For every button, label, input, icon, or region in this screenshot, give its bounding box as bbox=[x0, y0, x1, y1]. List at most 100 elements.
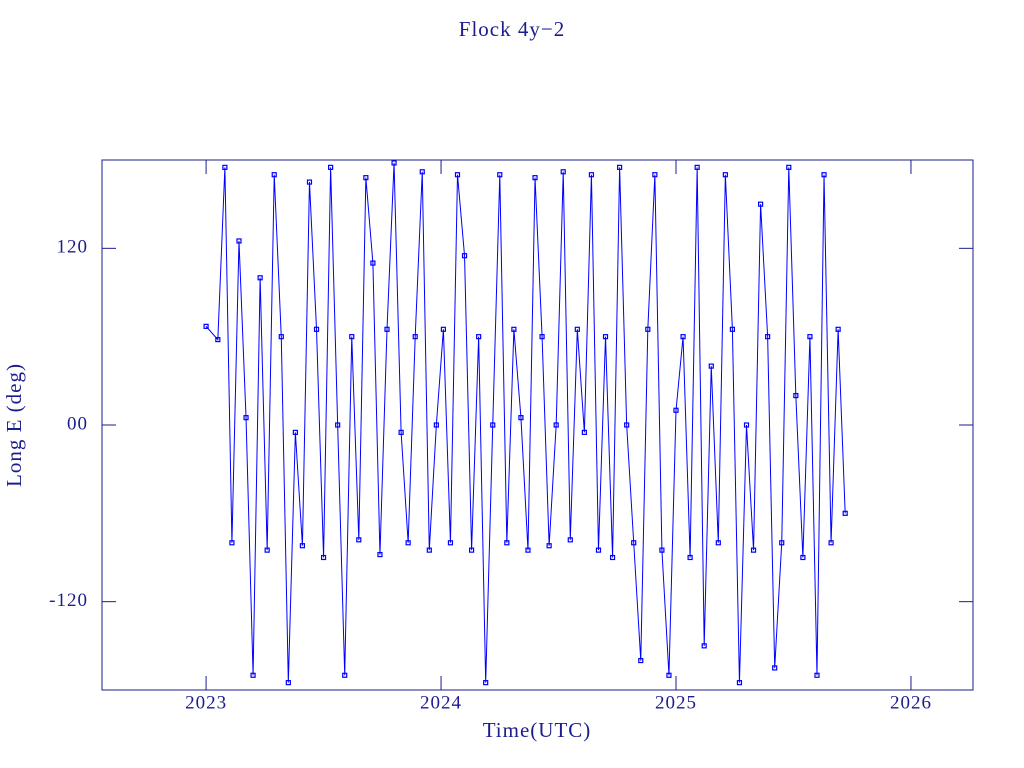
data-point bbox=[673, 407, 679, 413]
data-point bbox=[786, 164, 792, 170]
data-point bbox=[236, 238, 242, 244]
data-point bbox=[306, 179, 313, 185]
y-axis-label: Long E (deg) bbox=[2, 363, 26, 487]
data-point bbox=[743, 422, 750, 428]
data-point bbox=[370, 260, 376, 266]
x-tick-label: 2026 bbox=[890, 692, 932, 713]
data-point bbox=[313, 326, 320, 332]
data-point bbox=[203, 323, 209, 329]
data-point bbox=[377, 551, 383, 558]
chart-title: Flock 4y−2 bbox=[459, 17, 565, 41]
data-point bbox=[588, 172, 595, 178]
data-point bbox=[807, 334, 813, 340]
data-point bbox=[292, 429, 298, 435]
y-tick-label: -120 bbox=[49, 590, 88, 611]
data-point bbox=[476, 334, 482, 340]
data-point bbox=[828, 540, 834, 546]
data-point bbox=[765, 334, 771, 340]
data-point bbox=[525, 547, 531, 553]
data-point bbox=[454, 172, 461, 178]
data-point bbox=[398, 429, 404, 435]
data-point bbox=[757, 201, 764, 207]
data-point bbox=[271, 172, 277, 178]
data-point bbox=[602, 334, 609, 340]
data-point bbox=[793, 392, 799, 399]
data-point bbox=[609, 554, 616, 561]
y-tick-label: 120 bbox=[57, 237, 89, 258]
data-point bbox=[772, 665, 778, 671]
data-point bbox=[264, 547, 270, 553]
data-point bbox=[426, 547, 432, 553]
data-point bbox=[504, 540, 510, 546]
x-tick-label: 2024 bbox=[420, 692, 462, 713]
data-point bbox=[729, 326, 736, 332]
data-point bbox=[617, 164, 623, 170]
data-point bbox=[243, 415, 249, 421]
data-point bbox=[278, 334, 284, 340]
data-point bbox=[581, 429, 587, 435]
data-point bbox=[624, 422, 630, 428]
y-tick-label: 00 bbox=[67, 413, 88, 434]
data-point bbox=[257, 275, 263, 281]
data-point bbox=[419, 169, 425, 175]
data-point bbox=[701, 643, 707, 649]
data-point bbox=[433, 422, 439, 428]
data-point bbox=[447, 540, 454, 546]
data-point bbox=[687, 554, 693, 561]
data-point bbox=[645, 326, 651, 332]
data-point bbox=[328, 164, 334, 170]
data-point bbox=[299, 543, 306, 549]
data-point bbox=[349, 334, 355, 340]
data-point bbox=[631, 540, 637, 546]
data-point bbox=[708, 363, 714, 369]
data-point bbox=[814, 672, 820, 678]
data-point bbox=[285, 680, 291, 686]
data-point bbox=[215, 337, 221, 343]
data-point bbox=[532, 175, 538, 181]
x-axis-label: Time(UTC) bbox=[483, 718, 592, 742]
data-point bbox=[468, 547, 475, 553]
data-point bbox=[638, 657, 644, 664]
data-point bbox=[511, 326, 517, 332]
data-point bbox=[384, 326, 390, 332]
data-point bbox=[229, 540, 235, 546]
data-point bbox=[842, 510, 848, 516]
data-point bbox=[539, 334, 545, 340]
data-point bbox=[335, 422, 341, 428]
data-point bbox=[659, 547, 665, 553]
data-point bbox=[553, 422, 559, 428]
data-point bbox=[363, 175, 369, 181]
data-point bbox=[567, 537, 573, 543]
data-point bbox=[560, 169, 566, 175]
data-point bbox=[497, 172, 503, 178]
data-point bbox=[483, 680, 489, 686]
data-point bbox=[490, 422, 496, 428]
series-line bbox=[205, 162, 846, 683]
data-point bbox=[518, 415, 524, 421]
data-point bbox=[666, 672, 672, 678]
data-point bbox=[779, 540, 785, 546]
data-point bbox=[715, 540, 721, 546]
data-point bbox=[835, 326, 841, 332]
data-point bbox=[356, 537, 362, 543]
data-point bbox=[736, 680, 743, 686]
data-point bbox=[800, 554, 806, 561]
data-point bbox=[412, 334, 418, 340]
data-point bbox=[595, 547, 602, 553]
data-point bbox=[821, 172, 827, 178]
data-point bbox=[574, 326, 580, 332]
x-tick-label: 2023 bbox=[185, 692, 227, 713]
data-point bbox=[652, 172, 658, 178]
data-point bbox=[391, 160, 397, 166]
data-point bbox=[342, 672, 348, 678]
data-point bbox=[250, 672, 256, 678]
data-point bbox=[722, 172, 728, 178]
data-point bbox=[405, 540, 411, 546]
x-tick-label: 2025 bbox=[655, 692, 697, 713]
data-point bbox=[546, 543, 552, 549]
data-point bbox=[461, 253, 468, 259]
data-point bbox=[440, 326, 446, 332]
plot-area bbox=[203, 160, 848, 686]
